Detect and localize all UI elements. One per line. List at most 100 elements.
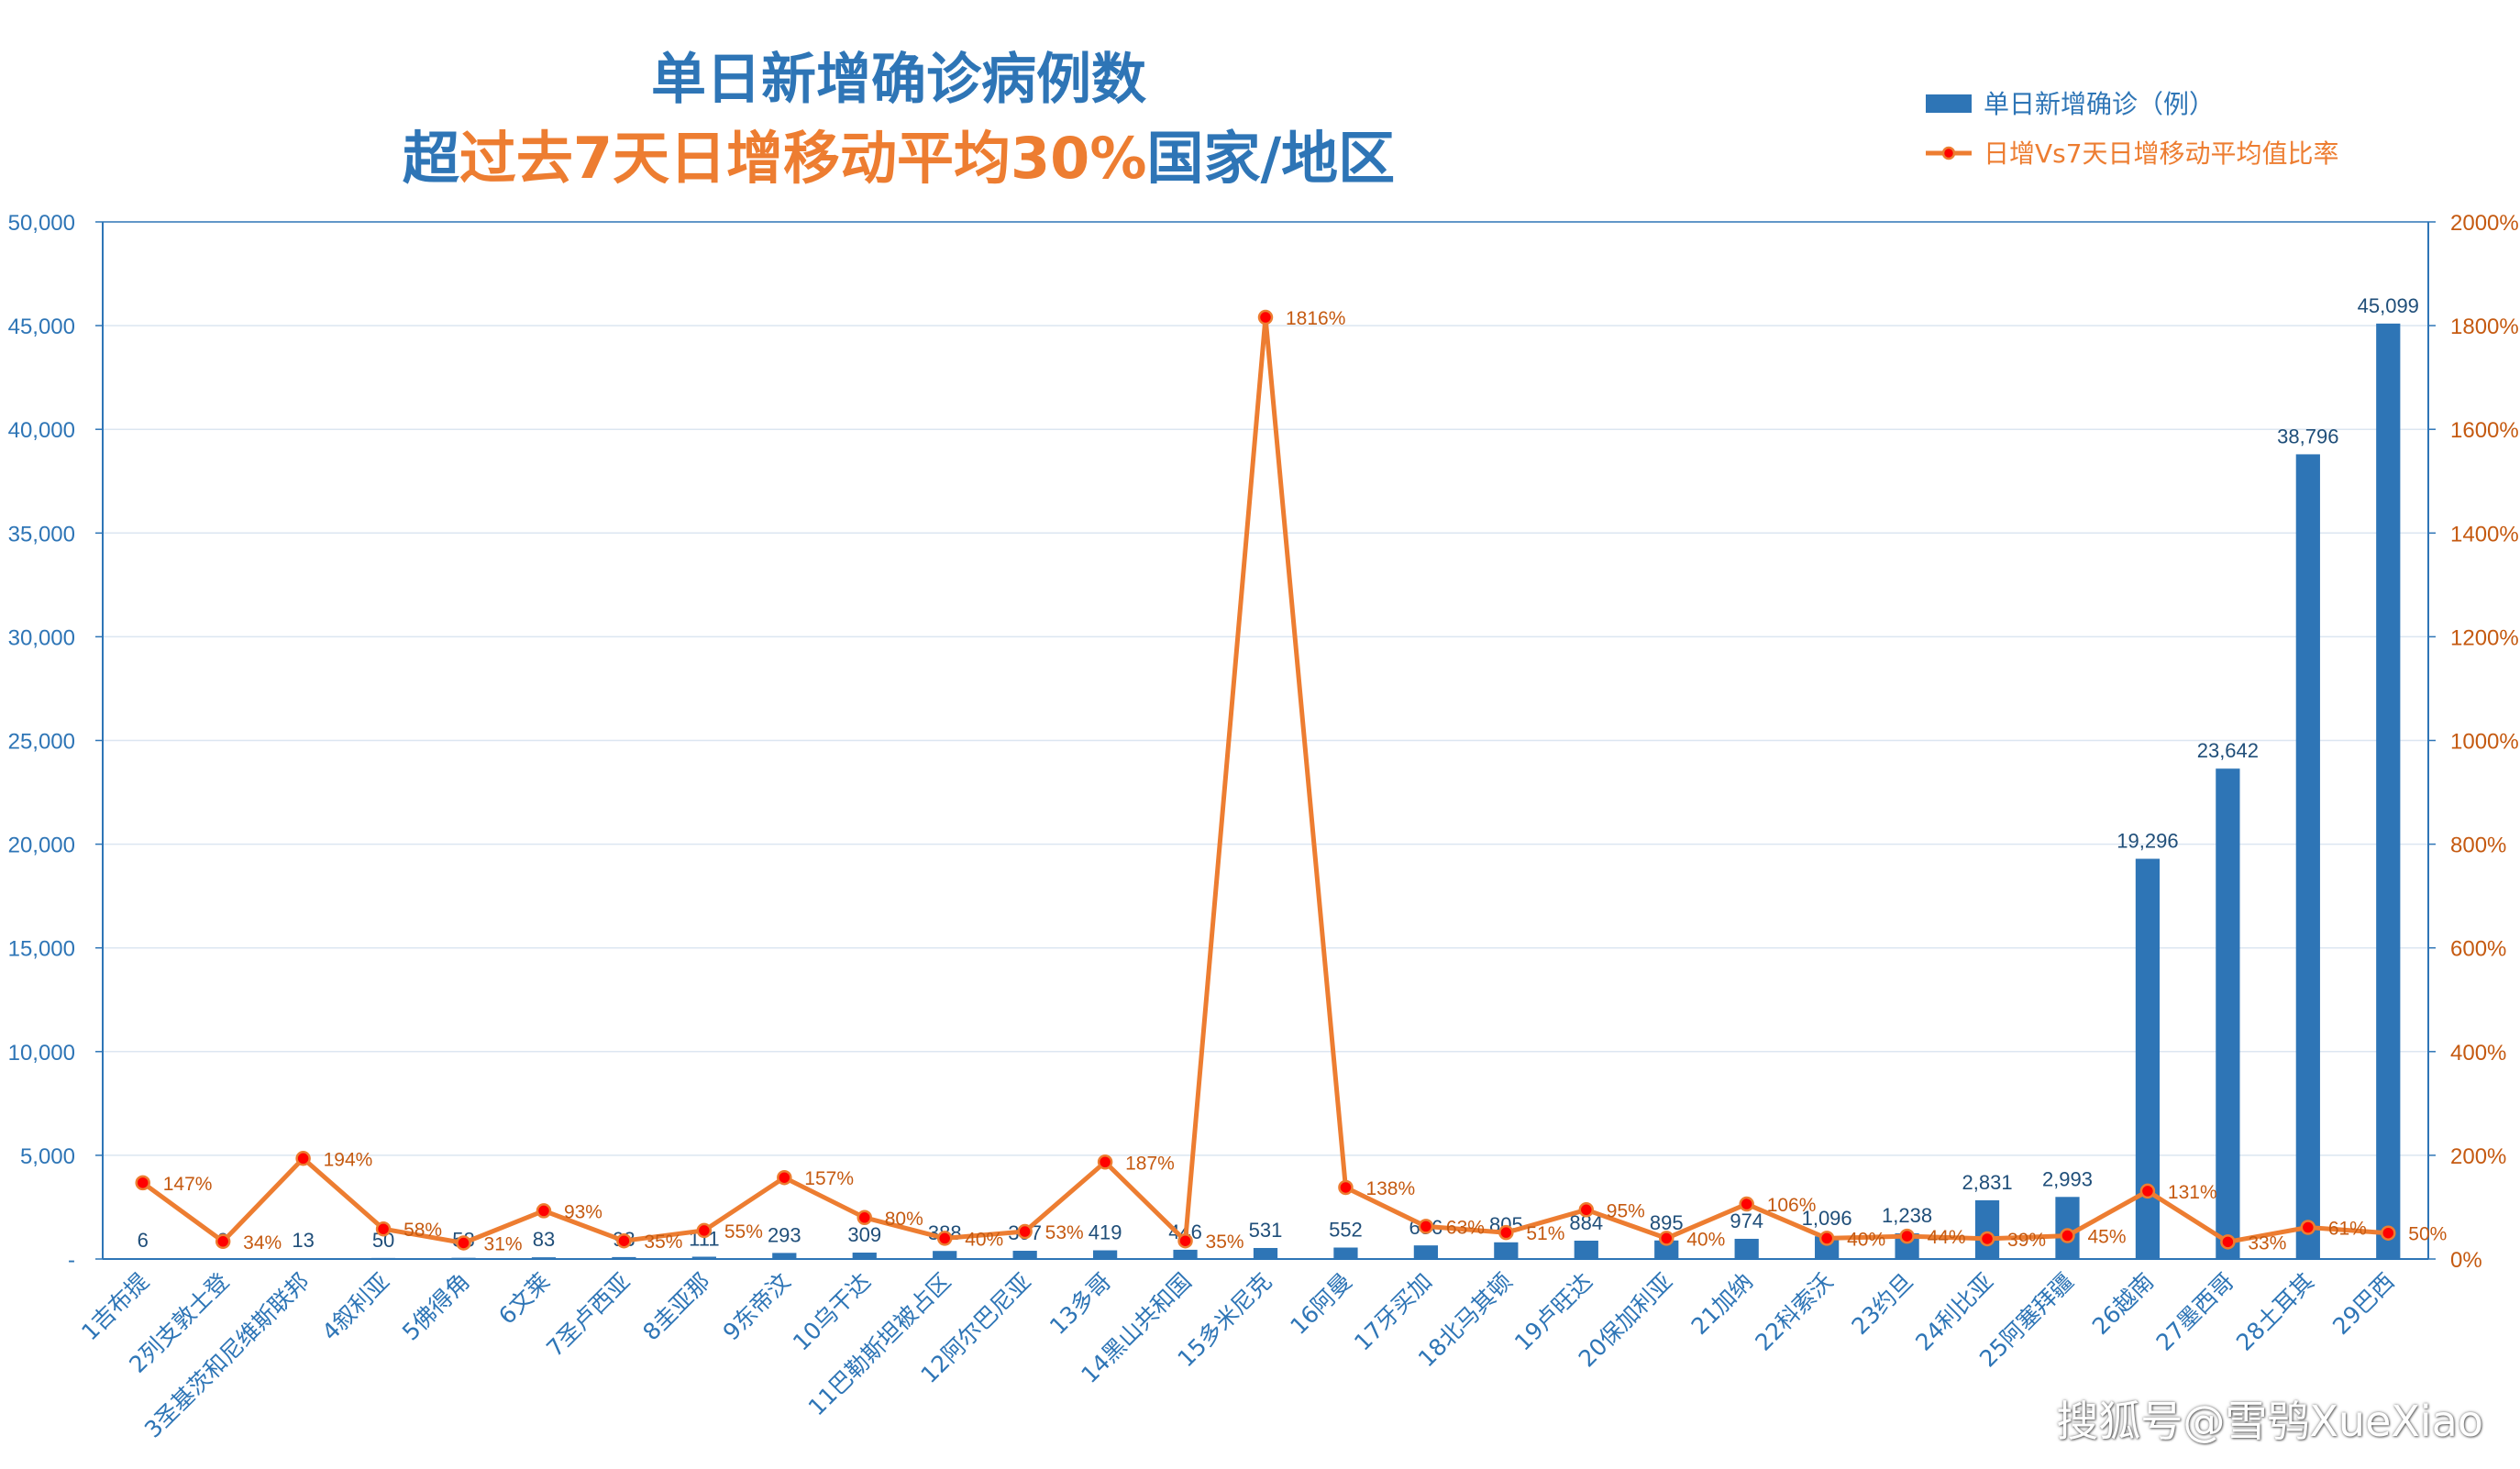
bar	[2376, 323, 2401, 1260]
y-left-tick-label: 35,000	[8, 522, 75, 547]
ratio-point	[777, 1169, 792, 1186]
x-tick-label: 5佛得角	[397, 1268, 475, 1346]
ratio-value-label: 157%	[804, 1168, 854, 1189]
ratio-value-label: 33%	[2248, 1232, 2286, 1254]
x-tick-label: 9东帝汶	[718, 1268, 796, 1346]
y-right-tick-label: 1400%	[2450, 522, 2519, 547]
x-tick-label: 22科索沃	[1750, 1268, 1838, 1356]
y-right-tick-label: 200%	[2450, 1144, 2506, 1169]
bar	[852, 1253, 877, 1259]
y-left-tick-label: 20,000	[8, 834, 75, 858]
x-tick-label: 8圭亚那	[637, 1268, 715, 1346]
ratio-point	[1097, 1154, 1113, 1170]
ratio-point	[1257, 309, 1274, 326]
y-left-tick-label: 40,000	[8, 418, 75, 443]
y-left-tick-label: 25,000	[8, 730, 75, 755]
bar	[1413, 1245, 1439, 1259]
y-right-tick-label: 2000%	[2450, 211, 2519, 236]
grid-lines	[103, 325, 2428, 1156]
chart-title-line2-part-c: 国家/地区	[1146, 125, 1396, 192]
bar	[2216, 768, 2240, 1259]
x-tick-label: 6文莱	[493, 1268, 555, 1330]
bar	[1974, 1199, 2000, 1259]
bar	[772, 1253, 797, 1259]
chart-title-line1-text: 单日新增确诊病例数	[651, 48, 1146, 112]
bar	[2295, 454, 2320, 1260]
ratio-value-label: 40%	[1847, 1229, 1885, 1250]
bar	[1173, 1249, 1198, 1259]
bar-value-label: 531	[1249, 1219, 1283, 1242]
ratio-value-label: 80%	[885, 1209, 923, 1230]
bar-value-label: 419	[1089, 1221, 1122, 1244]
ratio-value-label: 40%	[1686, 1229, 1725, 1250]
chart-title-line1: 单日新增确诊病例数	[0, 35, 1797, 115]
bar-value-label: 13	[292, 1229, 314, 1252]
ratio-point	[2220, 1234, 2236, 1250]
x-tick-label: 4叙利亚	[317, 1268, 395, 1346]
ratio-value-label: 1816%	[1286, 308, 1345, 329]
y-right-tick-label: 600%	[2450, 937, 2506, 962]
chart-title-line2-part-a: 超	[402, 125, 459, 192]
bar	[1494, 1242, 1519, 1259]
ratio-value-label: 187%	[1125, 1153, 1175, 1174]
y-right-tick-label: 1200%	[2450, 625, 2519, 650]
bar	[370, 1257, 396, 1259]
ratio-value-label: 95%	[1607, 1200, 1645, 1221]
ratio-point	[1338, 1179, 1354, 1196]
bar	[451, 1257, 476, 1259]
bar	[1333, 1247, 1358, 1259]
ratio-value-label: 138%	[1365, 1178, 1415, 1199]
bar-value-label: 895	[1650, 1211, 1684, 1234]
y-left-tick-label: 30,000	[8, 625, 75, 650]
ratio-point	[616, 1232, 632, 1249]
bar-value-label: 45,099	[2358, 294, 2419, 317]
ratio-value-label: 39%	[2007, 1230, 2046, 1251]
y-left-tick-label: -	[68, 1248, 75, 1273]
ratio-point	[1418, 1219, 1434, 1234]
ratio-point	[1658, 1231, 1674, 1246]
ratio-value-label: 40%	[965, 1229, 1003, 1250]
chart-title-line2-part-b: 过去7天日增移动平均30%	[459, 125, 1147, 192]
legend-line-label: 日增Vs7天日增移动平均值比率	[1984, 138, 2339, 169]
ratio-value-label: 131%	[2168, 1182, 2217, 1203]
ratio-point	[2381, 1225, 2396, 1241]
ratio-point	[375, 1220, 392, 1237]
ratio-point	[456, 1235, 471, 1251]
bar-value-label: 309	[847, 1223, 881, 1246]
ratio-value-label: 35%	[644, 1232, 682, 1253]
bar-value-label: 23,642	[2197, 739, 2259, 762]
bar	[1092, 1250, 1118, 1259]
bar-value-label: 6	[138, 1229, 149, 1252]
y-left-tick-label: 15,000	[8, 937, 75, 962]
ratio-point	[857, 1209, 873, 1226]
x-tick-label: 16阿曼	[1285, 1268, 1356, 1340]
legend-bar-label: 单日新增确诊（例）	[1984, 89, 2215, 119]
ratio-value-label: 45%	[2087, 1227, 2126, 1248]
bar	[1734, 1238, 1759, 1259]
ratio-value-label: 44%	[1928, 1227, 1966, 1248]
bar-value-label: 38,796	[2277, 425, 2338, 447]
y-left-tick-label: 50,000	[8, 211, 75, 236]
ratio-point	[2060, 1228, 2075, 1243]
bar	[130, 1258, 155, 1259]
ratio-point	[215, 1233, 231, 1250]
ratio-point	[2139, 1183, 2156, 1199]
x-tick-label: 7圣卢西亚	[541, 1268, 635, 1362]
watermark: 搜狐号@雪鸮XueXiao	[2056, 1397, 2483, 1446]
y-left-tick-label: 5,000	[20, 1144, 75, 1169]
bar	[211, 1258, 236, 1259]
y-right-tick-label: 400%	[2450, 1041, 2506, 1066]
bar-value-label: 1,096	[1802, 1207, 1852, 1230]
bar-value-label: 2,993	[2042, 1167, 2093, 1190]
ratio-value-label: 194%	[324, 1149, 373, 1170]
ratio-point	[2300, 1220, 2316, 1235]
bar	[291, 1258, 315, 1259]
bar-value-label: 974	[1730, 1209, 1763, 1232]
ratio-value-label: 93%	[564, 1201, 602, 1222]
bar-value-label: 19,296	[2117, 830, 2178, 853]
bar	[691, 1256, 716, 1259]
x-tick-label: 1吉布提	[76, 1268, 154, 1346]
ratio-value-label: 34%	[243, 1232, 282, 1254]
bar-value-label: 552	[1329, 1219, 1363, 1242]
